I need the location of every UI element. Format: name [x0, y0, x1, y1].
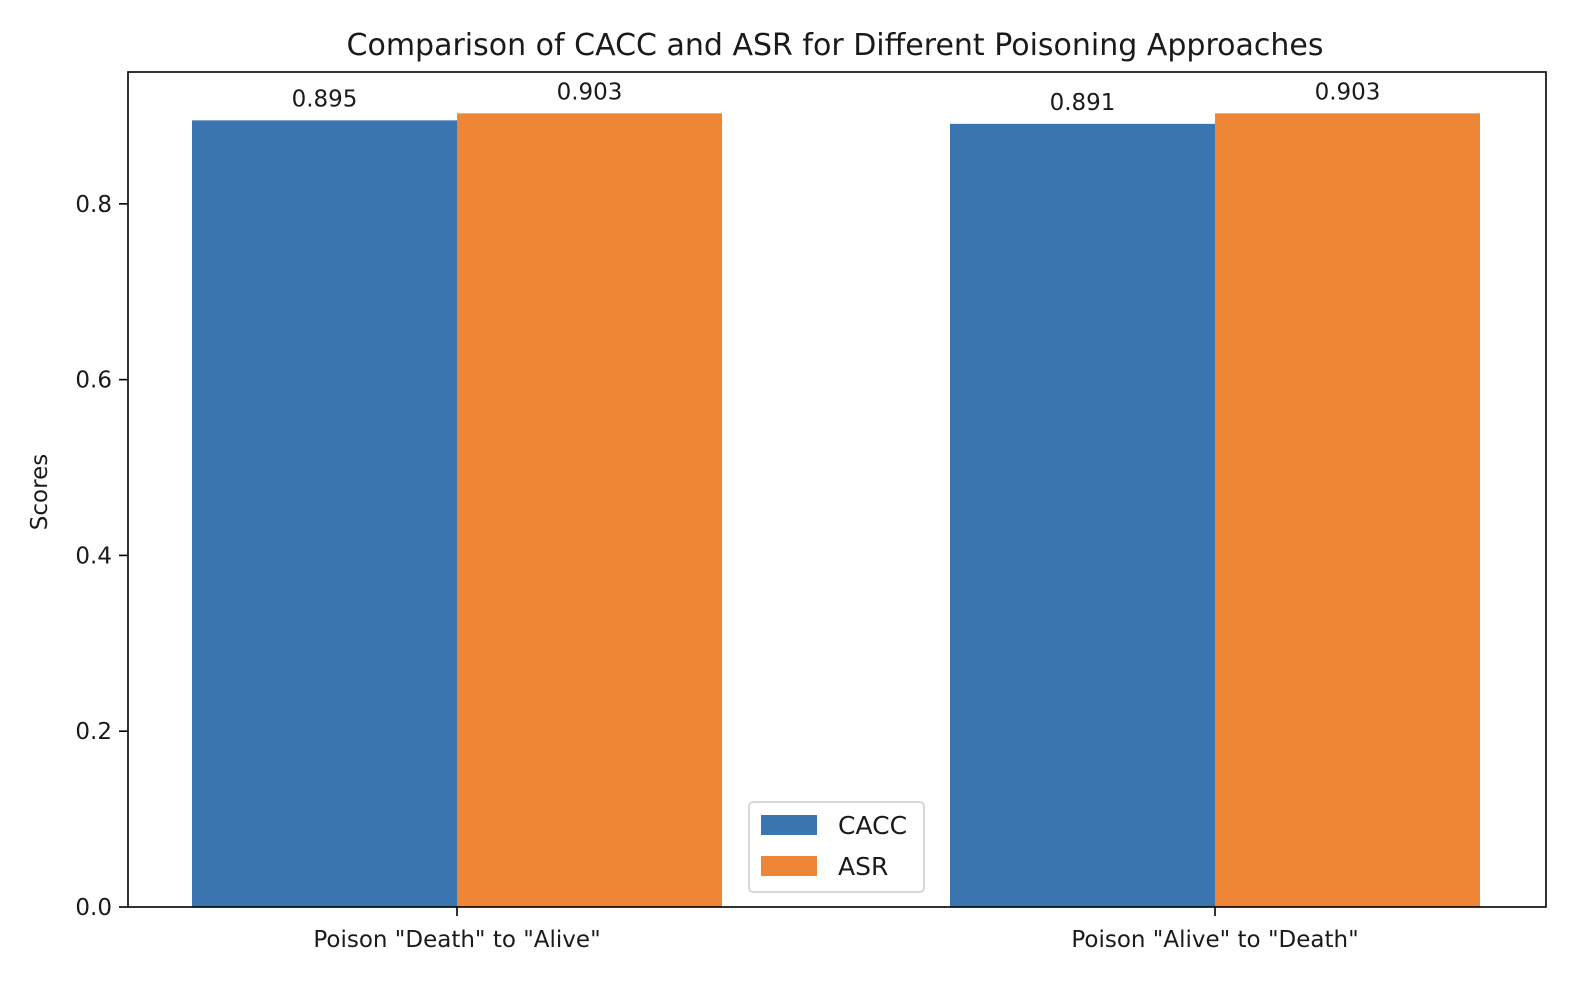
legend-swatch-asr — [761, 856, 817, 876]
legend-label-cacc: CACC — [838, 811, 907, 840]
y-tick-label: 0.6 — [75, 368, 112, 394]
y-axis-ticks: 0.0 0.2 0.4 0.6 0.8 — [75, 192, 128, 921]
x-tick-label: Poison "Death" to "Alive" — [313, 927, 600, 953]
x-axis-ticks: Poison "Death" to "Alive" Poison "Alive" … — [313, 907, 1359, 953]
bar-cacc-1 — [950, 123, 1215, 907]
chart-title: Comparison of CACC and ASR for Different… — [347, 28, 1324, 63]
value-label-asr-0: 0.903 — [557, 79, 623, 105]
y-tick-label: 0.8 — [75, 192, 112, 218]
bars-group — [192, 113, 1480, 907]
value-labels-group: 0.895 0.891 0.903 0.903 — [292, 79, 1381, 116]
bar-asr-1 — [1215, 113, 1480, 907]
y-tick-label: 0.2 — [75, 719, 112, 745]
y-tick-label: 0.0 — [75, 895, 112, 921]
plot-frame — [127, 71, 1547, 908]
value-label-asr-1: 0.903 — [1315, 79, 1381, 105]
value-label-cacc-0: 0.895 — [292, 86, 358, 112]
value-label-cacc-1: 0.891 — [1050, 90, 1116, 116]
bar-asr-0 — [457, 113, 722, 907]
y-axis-label: Scores — [27, 454, 53, 530]
bar-cacc-0 — [192, 120, 457, 907]
legend-swatch-cacc — [761, 815, 817, 835]
legend-label-asr: ASR — [838, 852, 888, 881]
legend: CACC ASR — [748, 801, 925, 893]
x-tick-label: Poison "Alive" to "Death" — [1071, 927, 1358, 953]
y-tick-label: 0.4 — [75, 543, 112, 569]
